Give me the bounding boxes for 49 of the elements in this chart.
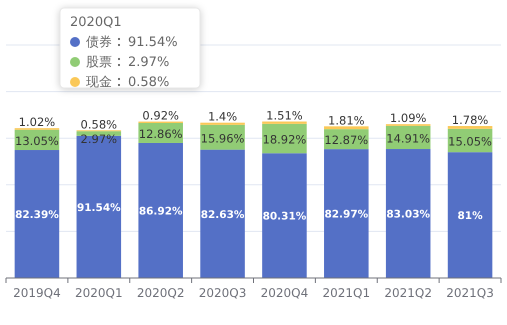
data-label: 2.97% [80,132,118,146]
data-label: 1.02% [18,115,56,130]
legend-label: 现金 [86,75,112,90]
data-label: 12.86% [138,126,183,141]
x-tick-label: 2021Q2 [384,286,432,300]
legend-title: 2020Q1 [70,15,122,30]
bar [448,152,492,278]
data-label: 81% [457,210,484,222]
data-label: 15.96% [200,131,245,146]
x-tick-label: 2020Q1 [75,286,123,300]
data-label: 0.58% [80,117,118,132]
data-label: 12.87% [324,133,368,148]
bar [448,126,492,129]
data-label: 1.51% [266,108,303,123]
bar [200,150,245,278]
data-label: 18.92% [262,132,306,147]
legend-label: 股票 [86,55,112,70]
data-label: 1.81% [328,113,365,128]
data-label: 1.09% [390,111,427,126]
legend-label: 债券 [86,35,112,50]
data-label: 13.05% [15,134,59,148]
data-label: 82.63% [200,208,245,221]
bar [138,142,183,278]
data-label: 80.31% [262,210,307,223]
data-label: 15.05% [448,134,492,148]
text: 0.58% [128,75,170,90]
bar [324,149,369,278]
data-label: 1.78% [452,113,488,128]
x-tick-label: 2021Q1 [322,286,370,300]
data-label: 14.91% [386,131,430,146]
text: 91.54% [128,35,178,50]
data-label: 82.97% [324,208,369,221]
data-label: 0.92% [142,108,180,123]
x-tick-label: 2021Q3 [446,286,494,300]
bar [262,153,307,278]
x-tick-label: 2020Q3 [198,286,246,300]
data-label: 82.39% [15,209,60,222]
data-label: 1.4% [208,110,238,124]
data-label: 83.03% [386,208,431,221]
bar [14,150,60,278]
x-tick-label: 2020Q4 [260,286,308,300]
x-tick-label: 2020Q2 [136,286,184,300]
data-label: 91.54% [76,202,122,214]
x-tick-label: 2019Q4 [13,286,61,300]
bar [76,131,122,136]
data-label: 86.92% [138,205,184,218]
bar [76,136,122,278]
text: 2.97% [128,55,170,70]
bar [386,149,430,278]
